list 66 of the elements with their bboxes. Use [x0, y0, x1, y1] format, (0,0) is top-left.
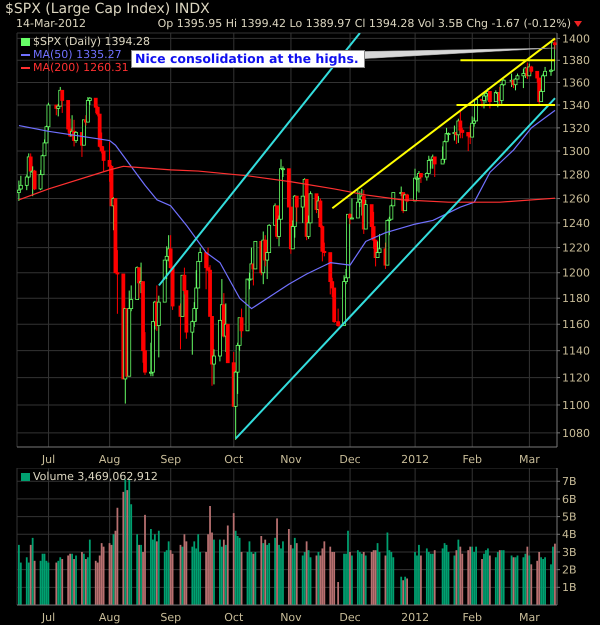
y-tick-label: 1100 — [562, 398, 590, 412]
x-tick-label: Mar — [519, 452, 540, 466]
x-tick-label: Nov — [280, 452, 302, 466]
y-tick-label: 1320 — [562, 122, 590, 135]
y-tick-label: 5B — [562, 510, 577, 524]
candlestick — [212, 348, 216, 385]
y-tick-label: 1120 — [562, 371, 590, 384]
candlestick — [419, 172, 423, 184]
y-tick-label: 1280 — [562, 168, 590, 182]
x-tick-label: Jul — [40, 610, 56, 624]
x-tick-label: Jul — [40, 452, 56, 466]
x-tick-label: Aug — [98, 610, 120, 624]
candlestick — [500, 83, 504, 104]
legend-label: MA(50) 1335.27 — [33, 48, 122, 61]
x-tick-label: Mar — [519, 610, 540, 624]
x-tick-label: Oct — [224, 610, 244, 624]
x-tick-label: 2012 — [401, 610, 430, 624]
candlestick — [432, 156, 437, 178]
x-tick-label: Aug — [98, 452, 120, 466]
line-series — [18, 110, 556, 310]
x-tick-label: Feb — [462, 452, 482, 466]
y-tick-label: 1220 — [562, 242, 590, 254]
x-tick-label: Nov — [280, 610, 302, 624]
candlestick — [553, 38, 557, 50]
x-tick-label: Sep — [160, 610, 182, 624]
x-tick-label: Sep — [160, 452, 182, 466]
y-tick-label: 1B — [562, 581, 577, 594]
y-tick-label: 4B — [562, 528, 577, 542]
x-tick-label: 2012 — [401, 452, 430, 466]
x-tick-label: Dec — [339, 452, 361, 466]
line-series — [18, 166, 556, 203]
chart-subtitle: 14-Mar-2012 — [16, 17, 86, 30]
y-tick-label: 1380 — [562, 54, 590, 68]
candlestick — [458, 111, 462, 139]
legend-label: Volume 3,469,062,912 — [33, 470, 158, 483]
y-tick-label: 1180 — [562, 292, 590, 306]
candlestick — [488, 90, 492, 109]
y-tick-label: 1400 — [562, 32, 590, 46]
text: Op 1395.95 Hi 1399.42 Lo 1389.97 Cl 1394.28 Vol 3.5B Chg -1.67 (-0.12%) — [158, 17, 571, 30]
x-tick-label: Oct — [224, 452, 244, 466]
y-tick-label: 1260 — [562, 192, 590, 206]
x-tick-label: Dec — [339, 610, 361, 624]
candlestick — [156, 295, 161, 358]
legend-label: $SPX (Daily) 1394.28 — [33, 35, 150, 48]
chart-title: $SPX (Large Cap Index) INDX — [5, 1, 210, 18]
annotation: Nice consolidation at the highs. — [131, 50, 365, 68]
candlestick — [356, 190, 360, 218]
y-tick-label: 7B — [562, 475, 577, 488]
candlestick — [413, 168, 417, 202]
candlestick — [294, 196, 299, 222]
y-tick-label: 1200 — [562, 266, 590, 280]
y-tick-label: 2B — [562, 564, 577, 577]
y-tick-label: 1300 — [562, 144, 590, 158]
y-tick-label: 1140 — [562, 344, 590, 358]
y-tick-label: 1080 — [562, 426, 590, 440]
y-tick-label: 6B — [562, 492, 577, 506]
y-tick-label: 3B — [562, 546, 577, 559]
y-tick-label: 1360 — [562, 76, 590, 90]
y-tick-label: 1240 — [562, 216, 590, 230]
x-tick-label: Feb — [462, 610, 482, 624]
legend-label: MA(200) 1260.31 — [33, 61, 129, 74]
y-tick-label: 1340 — [562, 98, 590, 112]
candlestick — [240, 308, 244, 338]
candlestick — [60, 90, 64, 114]
candlestick — [17, 180, 21, 202]
y-tick-label: 1160 — [562, 318, 590, 332]
